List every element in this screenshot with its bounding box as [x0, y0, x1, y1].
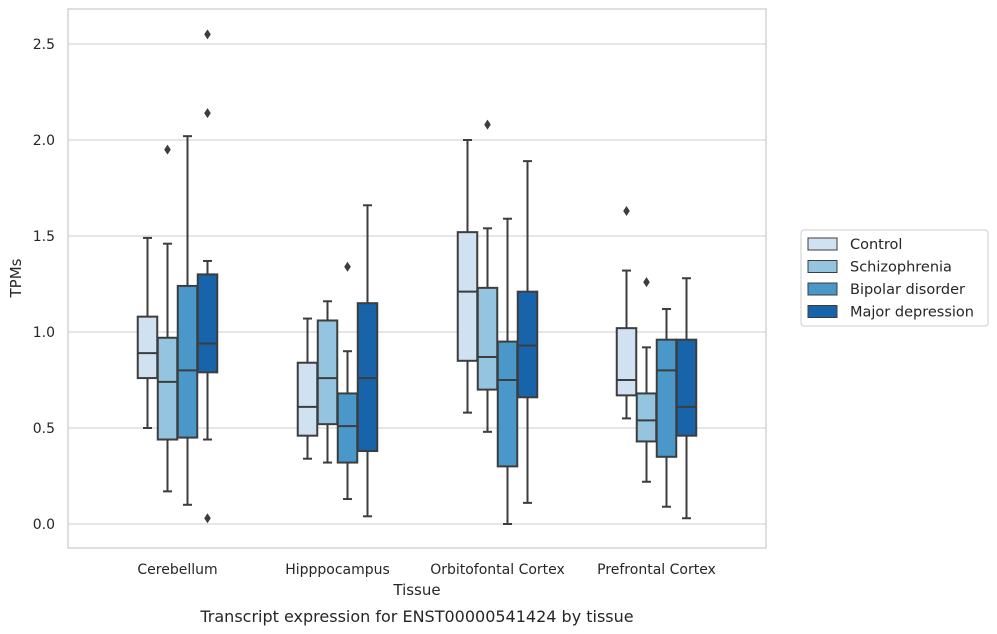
x-tick-label: Cerebellum [137, 562, 217, 578]
box-body [296, 361, 319, 437]
box-3-0 [196, 29, 219, 524]
box-0-0 [136, 236, 159, 429]
box-body [156, 336, 179, 441]
legend-swatch [807, 305, 838, 318]
box-body [456, 231, 479, 362]
x-axis-ticks: Cerebellum Hipppocampus Orbitofontal Corte… [137, 562, 715, 578]
outlier-point [204, 108, 211, 119]
box-3-2 [516, 160, 539, 504]
legend-label: Control [850, 237, 902, 253]
legend-frame [800, 229, 989, 327]
box-3-1 [356, 204, 379, 518]
y-tick-label: 1.5 [33, 229, 55, 245]
box-0-1 [296, 317, 319, 460]
legend-label: Bipolar disorder [850, 282, 965, 298]
outlier-point [484, 119, 491, 130]
outlier-point [643, 277, 650, 288]
box-body [196, 273, 219, 374]
box-body [496, 340, 519, 468]
legend-label: Major depression [850, 305, 974, 321]
box-2-0 [176, 135, 199, 506]
outlier-point [164, 144, 171, 155]
box-body [675, 338, 698, 437]
y-tick-label: 0.0 [33, 517, 55, 533]
x-tick-label: Orbitofontal Cortex [430, 562, 565, 578]
box-2-3 [655, 307, 678, 508]
box-body [615, 327, 638, 397]
outlier-point [204, 513, 211, 524]
box-1-2 [476, 119, 499, 433]
legend-label: Schizophrenia [850, 260, 952, 276]
box-body [476, 286, 499, 391]
box-0-2 [456, 139, 479, 414]
box-body [655, 338, 678, 458]
x-axis-label: Tissue [392, 581, 440, 599]
box-2-2 [496, 217, 519, 525]
box-body [635, 392, 658, 443]
y-axis-label: TPMs [7, 258, 25, 298]
box-2-1 [336, 261, 359, 501]
box-1-1 [316, 300, 339, 464]
box-body [336, 392, 359, 464]
legend-swatch [807, 260, 838, 273]
legend: Control Schizophrenia Bipolar disorder Majo… [800, 229, 989, 327]
legend-swatch [807, 237, 838, 251]
x-tick-label: Prefrontal Cortex [597, 562, 716, 578]
box-layer [136, 29, 698, 525]
box-1-0 [156, 144, 179, 493]
box-body [136, 315, 159, 380]
y-tick-label: 2.5 [33, 37, 55, 53]
x-tick-label: Hipppocampus [285, 562, 390, 578]
plot-frame [67, 8, 767, 549]
chart-caption: Transcript expression for ENST0000054142… [199, 607, 633, 626]
outlier-point [204, 29, 211, 40]
outlier-point [623, 206, 630, 217]
box-0-3 [615, 206, 638, 420]
outlier-point [344, 261, 351, 272]
y-tick-label: 2.0 [33, 133, 55, 149]
box-1-3 [635, 277, 658, 483]
box-body [316, 319, 339, 426]
y-axis-ticks: 0.0 0.5 1.0 1.5 2.0 2.5 [33, 37, 55, 533]
y-tick-label: 1.0 [33, 325, 55, 341]
y-tick-label: 0.5 [33, 421, 55, 437]
box-3-3 [675, 277, 698, 520]
box-body [176, 284, 199, 439]
legend-swatch [807, 282, 838, 296]
